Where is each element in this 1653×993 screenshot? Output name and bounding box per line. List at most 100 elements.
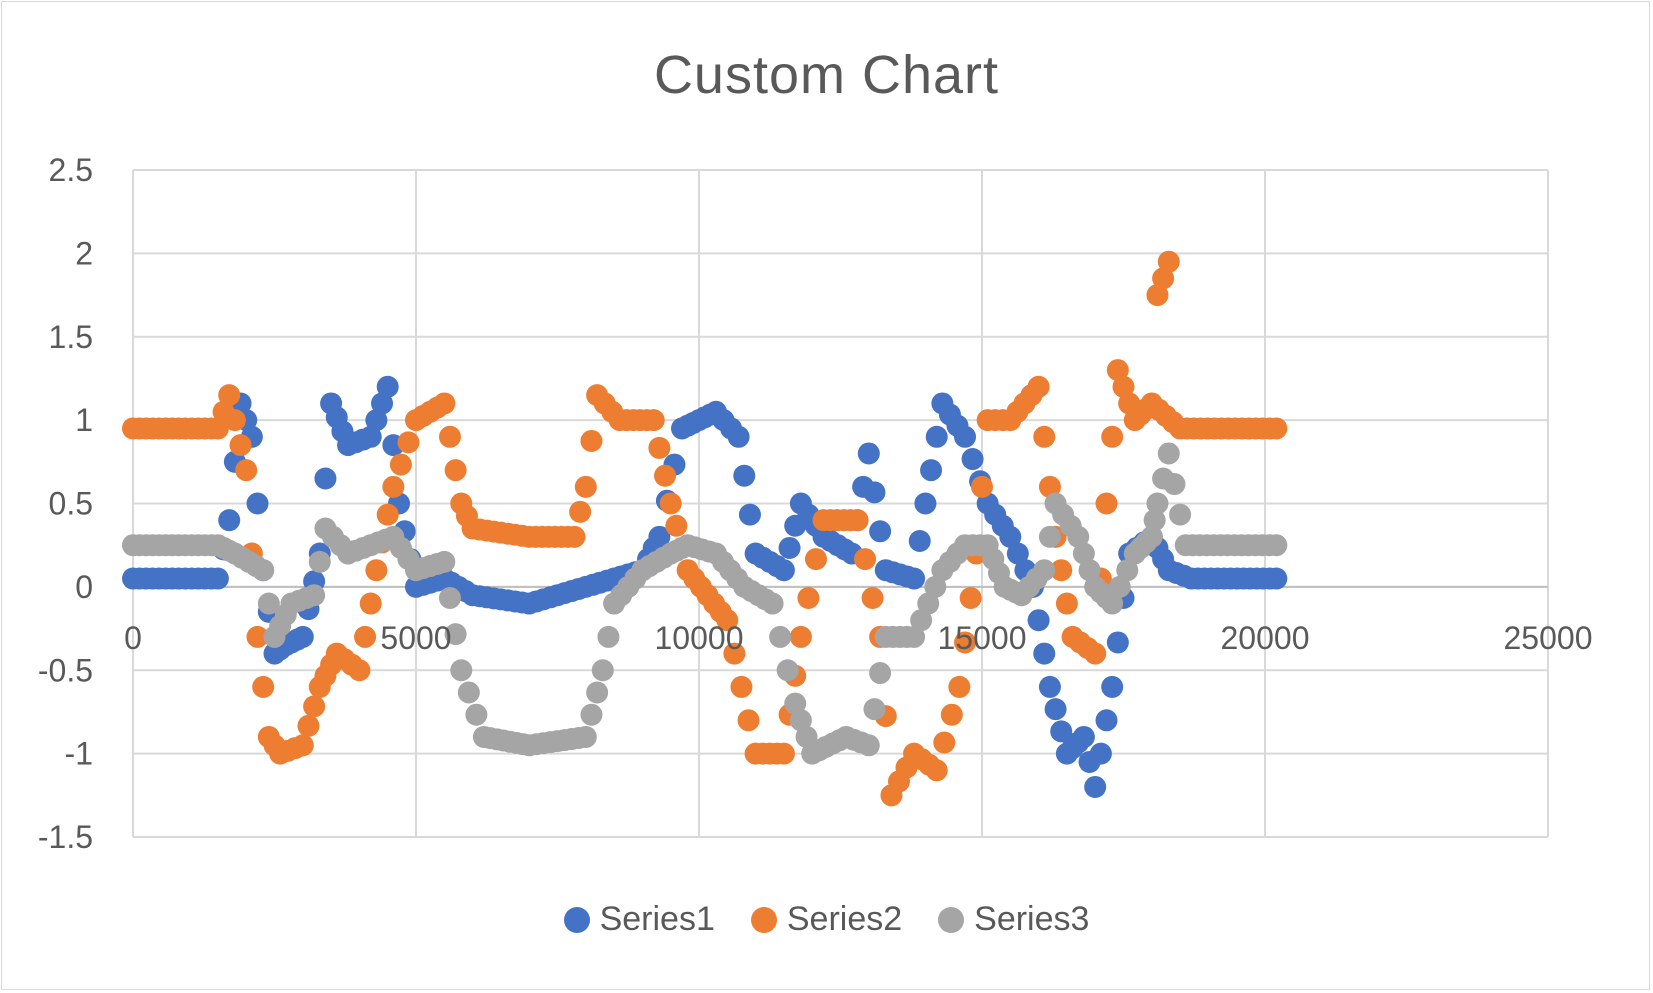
data-point [846,509,869,532]
data-point [730,675,753,698]
data-point [1072,542,1095,565]
data-point [1106,631,1129,654]
data-point [920,459,943,482]
data-point [948,675,971,698]
data-point [246,625,269,648]
series-3 [122,442,1288,765]
data-point [206,417,229,440]
data-point [252,675,275,698]
data-point [591,659,614,682]
data-point [348,659,371,682]
data-point [863,698,886,721]
y-tick-label: 1 [75,402,93,438]
data-point [1157,250,1180,273]
data-point [1038,475,1061,498]
data-point [1050,559,1073,582]
data-point [959,586,982,609]
data-point [854,548,877,571]
data-point [303,695,326,718]
x-tick-label: 15000 [938,620,1027,656]
data-point [716,609,739,632]
data-point [574,475,597,498]
data-point [804,548,827,571]
y-tick-label: -1.5 [38,819,93,855]
data-point [297,714,320,737]
data-point [1078,559,1101,582]
data-point [665,514,688,537]
data-point [444,459,467,482]
data-point [1169,503,1192,526]
data-point [648,436,671,459]
data-point [1033,559,1056,582]
data-point [1033,642,1056,665]
data-point [1108,575,1131,598]
y-tick-label: 0 [75,569,93,605]
data-point [1265,534,1288,557]
data-point [365,409,388,432]
data-point [903,625,926,648]
data-point [1152,267,1175,290]
legend-item: Series2 [750,900,902,939]
data-point [954,631,977,654]
data-point [903,567,926,590]
x-tick-label: 10000 [655,620,744,656]
data-point [1050,720,1073,743]
data-point [574,725,597,748]
data-point [1095,709,1118,732]
data-point [769,625,792,648]
data-point [457,681,480,704]
data-point [1112,375,1135,398]
data-point [359,592,382,615]
data-point [723,642,746,665]
data-point [1084,642,1107,665]
data-point [863,481,886,504]
data-point [229,434,252,457]
data-point [433,550,456,573]
data-point [586,681,609,704]
data-point [365,559,388,582]
series-points [122,250,1288,807]
data-point [925,425,948,448]
legend-marker [750,906,777,933]
data-point [738,503,761,526]
data-point [235,459,258,482]
x-tick-label: 20000 [1221,620,1310,656]
data-point [389,453,412,476]
data-point [778,536,801,559]
data-point [733,464,756,487]
data-point [925,759,948,782]
data-point [789,709,812,732]
y-tick-label: -1 [65,736,93,772]
data-point [648,525,671,548]
data-point [397,431,420,454]
data-point [1101,592,1124,615]
data-point [857,734,880,757]
x-tick-label: 25000 [1504,620,1593,656]
data-point [580,703,603,726]
data-point [761,592,784,615]
data-point [772,742,795,765]
legend-label: Series3 [974,900,1090,938]
data-point [246,492,269,515]
data-point [1095,492,1118,515]
data-point [869,520,892,543]
y-tick-label: -0.5 [38,652,93,688]
data-point [1033,425,1056,448]
data-point [580,429,603,452]
tick-labels: -1.5 -1 -0.5 0 0.5 1 1.5 2 2.5 0 5000 10000 15000 200… [38,152,1593,855]
data-point [869,662,892,685]
data-point [438,586,461,609]
x-tick-label: 5000 [380,620,451,656]
data-point [314,467,337,490]
data-point [1146,284,1169,307]
data-point [924,575,947,598]
series-2 [122,250,1288,807]
data-point [291,625,314,648]
legend-item: Series3 [938,900,1089,939]
y-tick-label: 0.5 [49,486,93,522]
legend-label: Series1 [599,900,715,938]
data-point [797,586,820,609]
data-point [908,530,931,553]
legend-marker [563,906,590,933]
